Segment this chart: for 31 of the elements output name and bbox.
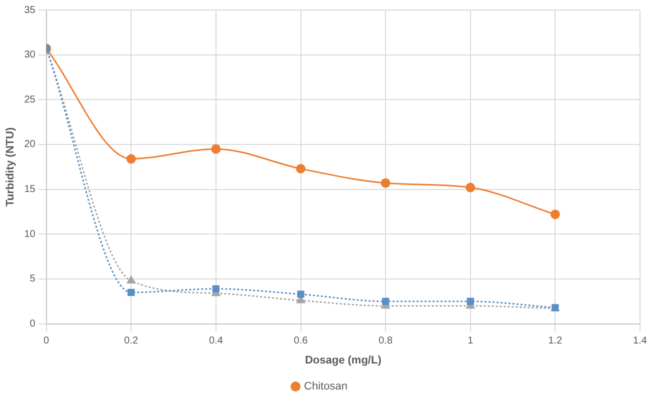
x-tick-label: 1 bbox=[468, 336, 474, 347]
x-tick-label: 0.6 bbox=[294, 336, 308, 347]
point bbox=[466, 182, 476, 192]
point bbox=[380, 178, 390, 188]
point bbox=[466, 298, 474, 305]
point bbox=[297, 290, 304, 298]
x-tick-label: 0.8 bbox=[378, 336, 393, 347]
point bbox=[128, 288, 135, 296]
x-tick-label: 1.2 bbox=[548, 336, 563, 347]
point bbox=[382, 298, 390, 305]
x-tick-label: 0.4 bbox=[208, 336, 224, 347]
point bbox=[211, 144, 221, 154]
y-tick-label: 20 bbox=[24, 139, 36, 150]
y-tick-label: 0 bbox=[30, 318, 36, 330]
x-tick-label: 1.4 bbox=[633, 336, 648, 347]
y-tick-label: 30 bbox=[24, 50, 36, 61]
point bbox=[296, 164, 306, 174]
y-tick-label: 5 bbox=[30, 274, 36, 285]
x-axis-title: Dosage (mg/L) bbox=[304, 354, 382, 366]
x-tick-label: 0 bbox=[44, 336, 50, 347]
point bbox=[550, 210, 560, 220]
point bbox=[126, 154, 136, 164]
legend-label: Chitosan bbox=[304, 380, 348, 393]
point bbox=[126, 276, 136, 284]
y-tick-label: 10 bbox=[24, 228, 36, 240]
point bbox=[212, 285, 220, 292]
y-tick-label: 35 bbox=[24, 4, 36, 16]
y-axis-title: Turbidity (NTU) bbox=[4, 126, 17, 207]
y-tick-label: 15 bbox=[24, 184, 36, 196]
x-tick-label: 0.2 bbox=[124, 336, 139, 347]
y-tick-label: 25 bbox=[24, 94, 36, 106]
